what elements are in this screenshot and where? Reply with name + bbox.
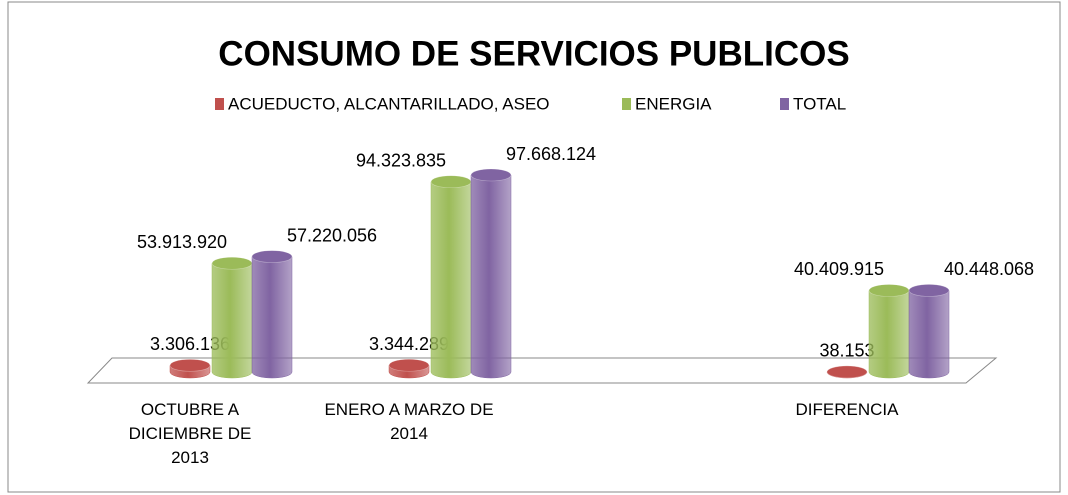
- bar-top: [430, 175, 472, 189]
- legend-label: ACUEDUCTO, ALCANTARILLADO, ASEO: [228, 94, 550, 113]
- bar-top: [211, 256, 253, 270]
- bar: [251, 250, 293, 379]
- legend-swatch: [622, 98, 631, 110]
- x-tick-label: DIFERENCIA: [795, 400, 899, 419]
- bar: [470, 168, 512, 379]
- bar-top: [388, 358, 430, 372]
- bar-body: [470, 174, 512, 379]
- data-label: 97.668.124: [506, 144, 596, 164]
- data-label: 3.306.136: [150, 334, 230, 354]
- bar-top: [251, 250, 293, 263]
- bar-body: [868, 290, 910, 379]
- bar-top: [826, 365, 868, 379]
- bar-top: [169, 359, 211, 372]
- data-label: 53.913.920: [137, 232, 227, 252]
- bar: [868, 284, 910, 379]
- floor: [86, 357, 998, 384]
- data-label: 40.448.068: [944, 259, 1034, 279]
- bar-top: [908, 284, 950, 297]
- legend-swatch: [780, 98, 789, 110]
- bar-body: [908, 290, 950, 379]
- legend-label: ENERGIA: [635, 94, 712, 113]
- data-label: 3.344.289: [369, 334, 449, 354]
- bar: [388, 358, 430, 379]
- data-label: 38.153: [819, 341, 874, 361]
- data-label: 40.409.915: [794, 259, 884, 279]
- legend-label: TOTAL: [793, 94, 846, 113]
- bar: [430, 175, 472, 379]
- bar: [908, 284, 950, 379]
- bar-top: [470, 168, 512, 182]
- bar: [169, 359, 211, 379]
- bar: [826, 365, 868, 379]
- data-label: 57.220.056: [287, 225, 377, 245]
- data-label: 94.323.835: [356, 150, 446, 170]
- bar-body: [211, 263, 253, 379]
- x-tick-label: ENERO A MARZO DE 2014: [324, 400, 494, 443]
- bar-body: [251, 256, 293, 379]
- legend-swatch: [215, 98, 224, 110]
- chart-border: [7, 1, 1061, 493]
- bar: [211, 256, 253, 379]
- bar-body: [430, 181, 472, 379]
- bar-top: [868, 284, 910, 297]
- chart-title: CONSUMO DE SERVICIOS PUBLICOS: [218, 34, 849, 73]
- x-tick-label: OCTUBRE A DICIEMBRE DE 2013: [128, 400, 252, 467]
